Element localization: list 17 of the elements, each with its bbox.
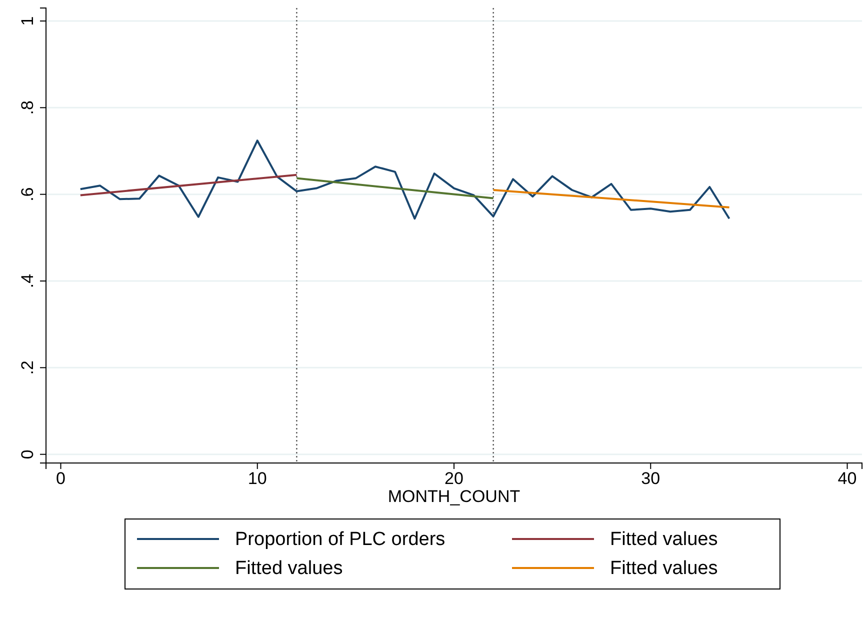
x-tick-label: 10 [248,469,267,488]
legend-label: Fitted values [235,558,343,579]
x-tick-label: 20 [444,469,464,488]
y-tick-label: .4 [18,274,37,288]
legend-label: Proportion of PLC orders [235,529,446,550]
y-tick-label: .2 [18,360,37,375]
x-tick-label: 0 [56,469,66,488]
y-tick-label: 0 [18,450,37,460]
legend-label: Fitted values [610,558,718,579]
y-tick-label: .8 [18,100,37,115]
y-tick-label: 1 [18,16,37,26]
line-series [79,140,730,220]
x-tick-label: 40 [838,469,857,488]
x-tick-label: 30 [641,469,660,488]
x-axis-title: MONTH_COUNT [388,487,520,506]
legend-label: Fitted values [610,529,718,550]
y-tick-label: .6 [18,187,37,202]
